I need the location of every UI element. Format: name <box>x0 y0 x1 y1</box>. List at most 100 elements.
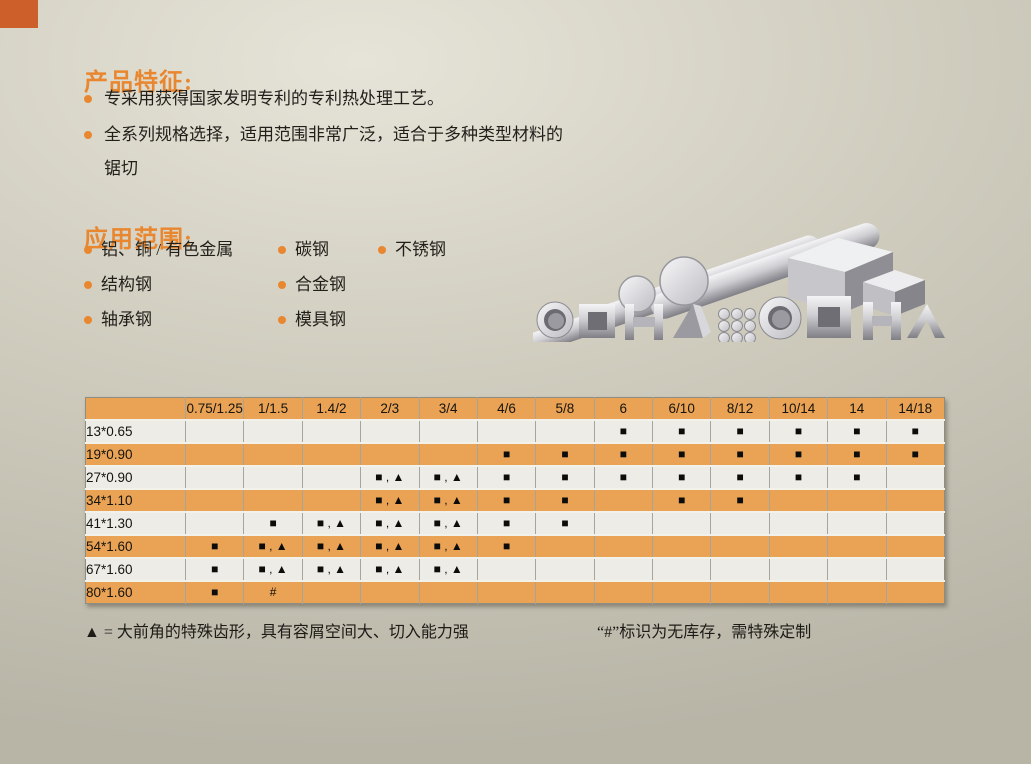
table-row: 67*1.60 ■ ■ , ▲ ■ , ▲ ■ , ▲ ■ , ▲ <box>85 558 945 582</box>
application-column: 不锈钢 <box>378 238 538 273</box>
bullet-icon <box>84 281 92 289</box>
table-row: 54*1.60 ■ ■ , ▲ ■ , ▲ ■ , ▲ ■ , ▲ ■ <box>85 535 945 559</box>
spec-cell <box>243 466 303 490</box>
spec-cell: ■ , ▲ <box>360 535 420 559</box>
spec-cell <box>827 581 887 604</box>
application-text: 不锈钢 <box>395 240 446 259</box>
table-row: 13*0.65 ■ ■ ■ ■ ■ ■ <box>85 420 945 444</box>
square-tube <box>579 304 615 338</box>
spec-cell <box>419 420 478 444</box>
row-label: 27*0.90 <box>85 466 186 490</box>
column-header: 1.4/2 <box>302 397 362 421</box>
column-header: 6 <box>594 397 654 421</box>
pipe-ring <box>758 296 802 340</box>
corner-accent-square <box>0 0 38 28</box>
spec-cell <box>594 489 654 513</box>
bullet-icon <box>84 246 92 254</box>
spec-cell <box>535 420 595 444</box>
spec-cell <box>243 443 303 467</box>
spec-cell: ■ <box>652 420 712 444</box>
spec-cell <box>710 535 770 559</box>
row-label: 80*1.60 <box>85 581 186 604</box>
legend-triangle-note: ▲ = 大前角的特殊齿形，具有容屑空间大、切入能力强 <box>84 624 469 641</box>
spec-cell <box>886 558 945 582</box>
spec-cell: ■ <box>886 420 945 444</box>
spec-cell: ■ <box>827 420 887 444</box>
spec-cell <box>477 420 537 444</box>
spec-cell: ■ <box>535 512 595 536</box>
spec-cell: ■ <box>477 466 537 490</box>
spec-cell <box>419 581 478 604</box>
h-beam <box>863 302 901 340</box>
spec-cell <box>302 443 362 467</box>
spec-cell: # <box>243 581 303 604</box>
spec-cell <box>360 581 420 604</box>
spec-cell <box>594 512 654 536</box>
application-item: 铝、铜 / 有色金属 <box>84 238 278 273</box>
spec-cell: ■ <box>652 489 712 513</box>
spec-cell <box>594 535 654 559</box>
spec-cell <box>827 512 887 536</box>
spec-cell <box>652 512 712 536</box>
column-header: 6/10 <box>652 397 712 421</box>
spec-cell: ■ , ▲ <box>360 489 420 513</box>
spec-cell: ■ , ▲ <box>419 535 478 559</box>
spec-cell: ■ <box>594 443 654 467</box>
column-header: 1/1.5 <box>243 397 303 421</box>
legend-hash-note: “#”标识为无库存，需特殊定制 <box>597 624 812 641</box>
spec-cell: ■ , ▲ <box>360 512 420 536</box>
spec-cell: ■ <box>477 443 537 467</box>
spec-cell: ■ <box>185 558 245 582</box>
spec-cell <box>886 581 945 604</box>
bullet-icon <box>84 316 92 324</box>
spec-cell: ■ <box>477 535 537 559</box>
spec-cell <box>710 581 770 604</box>
spec-cell <box>477 558 537 582</box>
application-item: 模具钢 <box>278 308 378 343</box>
application-text: 铝、铜 / 有色金属 <box>101 240 234 259</box>
spec-cell: ■ <box>769 443 829 467</box>
spec-cell <box>302 466 362 490</box>
table-row: 41*1.30 ■ ■ , ▲ ■ , ▲ ■ , ▲ ■ ■ <box>85 512 945 536</box>
spec-cell: ■ , ▲ <box>243 535 303 559</box>
application-text: 碳钢 <box>295 240 329 259</box>
spec-cell: ■ , ▲ <box>302 558 362 582</box>
spec-cell: ■ , ▲ <box>360 466 420 490</box>
row-label: 34*1.10 <box>85 489 186 513</box>
spec-cell: ■ <box>594 420 654 444</box>
column-header: 3/4 <box>419 397 478 421</box>
spec-cell <box>886 512 945 536</box>
spec-cell <box>710 558 770 582</box>
spec-table-body: 13*0.65 ■ ■ ■ ■ ■ ■ 19*0.90 ■ ■ ■ ■ ■ ■ ■ ■ 27*0.90 ■ , ▲… <box>85 420 945 604</box>
spec-cell <box>185 512 245 536</box>
round-bar-face <box>618 275 656 313</box>
application-column: 铝、铜 / 有色金属 结构钢 轴承钢 <box>84 238 278 343</box>
bullet-icon <box>84 95 92 103</box>
spec-cell: ■ <box>535 489 595 513</box>
spec-cell: ■ <box>652 466 712 490</box>
column-header: 10/14 <box>769 397 829 421</box>
round-bar-face <box>659 256 709 306</box>
spec-cell <box>360 443 420 467</box>
spec-cell <box>769 558 829 582</box>
spec-cell <box>769 512 829 536</box>
angle-profile <box>673 304 711 338</box>
spec-cell <box>769 489 829 513</box>
feature-item: 专采用获得国家发明专利的专利热处理工艺。 <box>84 82 569 116</box>
spec-cell: ■ <box>827 443 887 467</box>
spec-cell: ■ <box>535 443 595 467</box>
spec-cell: ■ <box>185 581 245 604</box>
spec-table: 0.75/1.25 1/1.5 1.4/2 2/3 3/4 4/6 5/8 6 6/10 8/12… <box>85 397 945 604</box>
spec-cell: ■ <box>710 420 770 444</box>
pipe-ring <box>536 301 574 339</box>
column-header: 0.75/1.25 <box>185 397 245 421</box>
spec-cell: ■ , ▲ <box>302 535 362 559</box>
feature-item: 全系列规格选择，适用范围非常广泛，适合于多种类型材料的锯切 <box>84 118 569 186</box>
applications-title: 应用范围: <box>84 227 193 254</box>
spec-cell: ■ <box>886 443 945 467</box>
bar-bundle <box>718 308 756 342</box>
spec-cell: ■ <box>652 443 712 467</box>
spec-cell <box>652 558 712 582</box>
row-label: 13*0.65 <box>85 420 186 444</box>
